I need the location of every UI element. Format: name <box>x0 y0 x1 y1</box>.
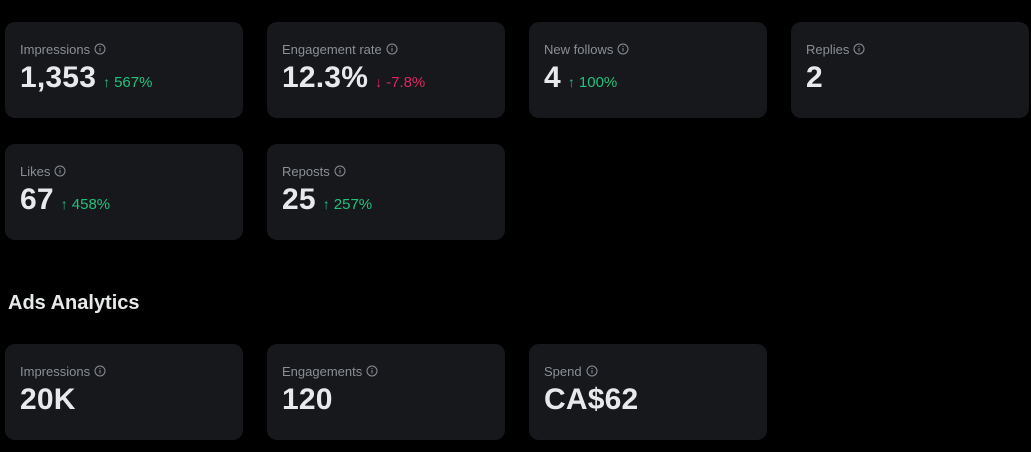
metric-label: Likes <box>20 163 51 179</box>
metric-label: Spend <box>544 363 582 379</box>
metric-value: 20K <box>20 383 76 416</box>
delta-value: 257% <box>333 195 373 213</box>
info-icon[interactable] <box>586 365 598 377</box>
metric-label: Reposts <box>282 163 330 179</box>
metric-label: Engagement rate <box>282 41 382 57</box>
metric-value: 2 <box>806 61 823 94</box>
metric-label: Engagements <box>282 363 363 379</box>
ads-spend-card: Spend CA$62 <box>529 344 767 440</box>
reposts-card: Reposts 25 ↑ 257% <box>267 144 505 240</box>
impressions-card: Impressions 1,353 ↑ 567% <box>5 22 243 118</box>
info-icon[interactable] <box>94 43 106 55</box>
delta-value: 100% <box>578 73 618 91</box>
metric-value: 67 <box>20 183 54 216</box>
replies-card: Replies 2 <box>791 22 1029 118</box>
metric-value: 25 <box>282 183 316 216</box>
arrow-up-icon: ↑ <box>322 196 330 212</box>
metric-delta: ↑ 100% <box>568 74 617 91</box>
metric-delta: ↑ 567% <box>103 74 152 91</box>
info-icon[interactable] <box>334 165 346 177</box>
engagement-rate-card: Engagement rate 12.3% ↓ -7.8% <box>267 22 505 118</box>
metric-label: Impressions <box>20 363 91 379</box>
metric-label: Impressions <box>20 41 91 57</box>
delta-value: 567% <box>114 73 153 91</box>
metric-label: New follows <box>544 41 614 57</box>
likes-card: Likes 67 ↑ 458% <box>5 144 243 240</box>
metric-label: Replies <box>806 41 850 57</box>
arrow-up-icon: ↑ <box>103 74 111 90</box>
info-icon[interactable] <box>366 365 378 377</box>
metric-value: 4 <box>544 61 561 94</box>
info-icon[interactable] <box>853 43 865 55</box>
delta-value: -7.8% <box>386 73 426 91</box>
metric-value: 12.3% <box>282 61 369 94</box>
arrow-up-icon: ↑ <box>567 74 575 90</box>
metric-delta: ↑ 458% <box>61 196 110 213</box>
metric-delta: ↓ -7.8% <box>375 74 425 91</box>
info-icon[interactable] <box>617 43 629 55</box>
info-icon[interactable] <box>386 43 398 55</box>
new-follows-card: New follows 4 ↑ 100% <box>529 22 767 118</box>
metric-value: CA$62 <box>544 383 639 416</box>
delta-value: 458% <box>71 195 111 213</box>
info-icon[interactable] <box>94 365 106 377</box>
info-icon[interactable] <box>54 165 66 177</box>
metric-value: 1,353 <box>20 61 97 94</box>
metric-value: 120 <box>282 383 333 416</box>
ads-engagements-card: Engagements 120 <box>267 344 505 440</box>
arrow-down-icon: ↓ <box>375 74 383 90</box>
arrow-up-icon: ↑ <box>60 196 68 212</box>
ads-impressions-card: Impressions 20K <box>5 344 243 440</box>
metric-delta: ↑ 257% <box>323 196 372 213</box>
section-title-ads-analytics: Ads Analytics <box>8 292 140 314</box>
